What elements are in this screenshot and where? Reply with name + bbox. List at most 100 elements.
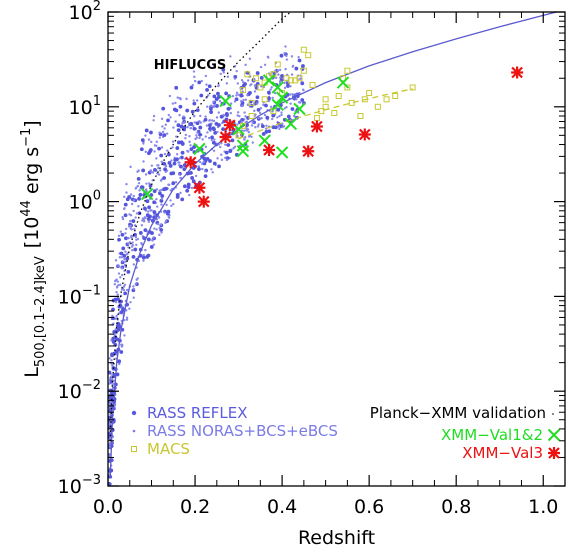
rass-point xyxy=(152,236,155,239)
rass-point xyxy=(151,179,154,182)
rass-point xyxy=(175,195,180,199)
rass-point xyxy=(260,117,263,120)
rass-point xyxy=(262,103,265,107)
legend-left-label: MACS xyxy=(147,440,190,458)
rass-point xyxy=(225,82,229,85)
rass-point xyxy=(144,134,147,137)
rass-point xyxy=(192,145,196,149)
legend-right-title-marker xyxy=(552,413,554,415)
rass-point xyxy=(257,123,260,126)
rass-point xyxy=(114,259,118,262)
xmm-val3-point xyxy=(302,145,315,158)
rass-point xyxy=(241,81,245,84)
rass-point xyxy=(146,217,151,221)
rass-point xyxy=(114,328,117,331)
rass-point xyxy=(192,70,196,73)
rass-point xyxy=(208,126,212,131)
rass-point xyxy=(110,339,113,342)
rass-point xyxy=(220,153,223,156)
macs-point xyxy=(374,103,381,110)
rass-point xyxy=(235,91,239,95)
rass-point xyxy=(258,111,262,115)
macs-point xyxy=(257,84,264,91)
rass-point xyxy=(169,189,172,192)
rass-point xyxy=(127,236,130,240)
rass-point xyxy=(212,161,217,166)
rass-point xyxy=(143,228,148,233)
rass-point xyxy=(224,156,227,160)
rass-point xyxy=(244,63,247,67)
rass-point xyxy=(115,337,120,342)
rass-point xyxy=(222,71,225,74)
rass-point xyxy=(267,90,271,95)
rass-point xyxy=(250,83,253,86)
rass-point xyxy=(236,111,240,114)
rass-point xyxy=(266,55,270,58)
rass-point xyxy=(283,81,286,85)
rass-point xyxy=(229,111,232,115)
rass-point xyxy=(117,272,121,275)
rass-point xyxy=(221,127,225,132)
rass-point xyxy=(291,64,295,68)
rass-point xyxy=(292,114,296,118)
rass-point xyxy=(186,185,191,190)
hiflucgs-annotation: HIFLUCGS xyxy=(154,58,227,73)
rass-point xyxy=(158,189,161,193)
rass-point xyxy=(168,94,172,98)
rass-point xyxy=(125,316,129,319)
rass-point xyxy=(196,131,199,134)
rass-point xyxy=(271,110,274,113)
rass-point xyxy=(217,111,220,114)
rass-point xyxy=(145,255,150,259)
rass-point xyxy=(184,133,188,137)
rass-point xyxy=(111,364,114,367)
rass-point xyxy=(134,187,137,190)
legend-left-marker xyxy=(131,446,137,452)
rass-point xyxy=(208,118,212,122)
rass-point xyxy=(128,307,131,310)
rass-point xyxy=(168,164,173,168)
rass-point xyxy=(211,126,216,131)
rass-point xyxy=(248,57,252,60)
rass-point xyxy=(132,263,136,266)
rass-point xyxy=(181,122,184,125)
rass-point xyxy=(131,254,136,259)
rass-point xyxy=(127,195,132,199)
rass-point xyxy=(142,160,145,163)
rass-point xyxy=(204,74,208,78)
rass-point xyxy=(177,161,180,164)
rass-point xyxy=(111,340,116,344)
rass-point xyxy=(284,45,287,48)
rass-point xyxy=(286,84,290,88)
rass-point xyxy=(203,117,208,122)
rass-point xyxy=(160,146,164,149)
rass-point xyxy=(256,125,260,128)
macs-point xyxy=(313,115,320,122)
rass-point xyxy=(161,106,166,111)
macs-point xyxy=(239,122,246,129)
rass-point xyxy=(176,96,179,99)
rass-point xyxy=(193,79,197,83)
macs-point xyxy=(252,75,259,82)
rass-point xyxy=(203,174,208,179)
x-tick-label: 0.0 xyxy=(93,496,123,518)
rass-point xyxy=(239,93,244,98)
rass-point xyxy=(204,145,208,149)
macs-point xyxy=(357,112,364,119)
rass-point xyxy=(192,114,196,118)
rass-point xyxy=(122,253,127,258)
rass-point xyxy=(136,184,139,188)
rass-point xyxy=(121,259,124,263)
rass-point xyxy=(302,88,305,92)
rass-point xyxy=(189,171,193,175)
rass-point xyxy=(236,123,239,126)
rass-point xyxy=(270,117,274,121)
x-tick-label: 0.8 xyxy=(441,496,471,518)
rass-point xyxy=(167,215,170,219)
rass-point xyxy=(171,181,176,186)
rass-point xyxy=(242,98,245,102)
rass-point xyxy=(152,210,157,214)
rass-point xyxy=(144,173,148,176)
legend-right-title: Planck−XMM validation xyxy=(370,404,546,422)
rass-point xyxy=(174,101,177,105)
